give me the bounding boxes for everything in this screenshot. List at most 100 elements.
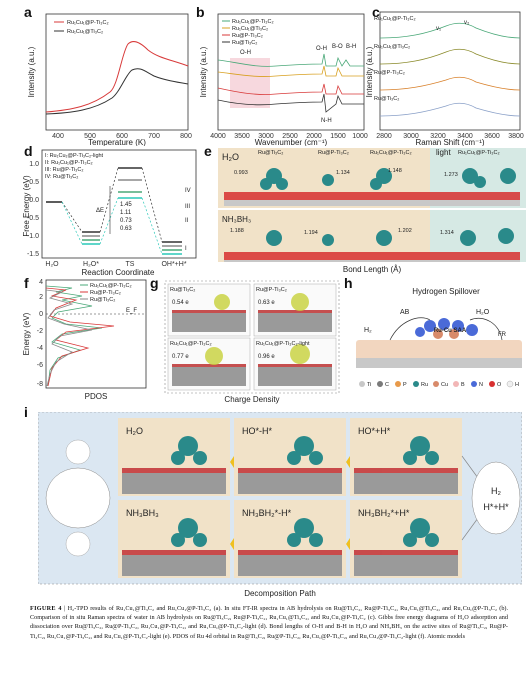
panel-h-legend: N: [479, 382, 483, 388]
panel-b-label: b: [196, 4, 205, 20]
panel-e-figure: H₂O NH₃BH₃ Ru@Ti₃C₂ Ru@P-Ti₃C₂ Ru₁Cu₁@P-…: [218, 148, 526, 274]
panel-d-val-1: 1.45: [120, 202, 132, 208]
panel-h-h2o: H₂O: [476, 309, 490, 316]
panel-g-cell-2-value: 0.63 e: [258, 300, 275, 306]
panel-d-ytick: 1.0: [29, 161, 39, 168]
panel-f-ylabel: Energy (eV): [22, 312, 31, 355]
panel-e-bot-3: 1.202: [398, 228, 412, 234]
panel-c-xtick: 2800: [376, 133, 392, 140]
panel-a-ylabel: Intensity (a.u.): [27, 46, 36, 97]
panel-c-xtick: 3600: [484, 133, 500, 140]
panel-d-label: d: [24, 143, 33, 159]
panel-g-cell-1-value: 0.54 e: [172, 300, 189, 306]
panel-i-bot-3: NH₃BH₂*+H*: [358, 508, 410, 518]
panel-b-legend-1: Ru₁Cu₁@P-Ti₃C₂: [232, 19, 274, 25]
panel-d-ytick: -0.5: [27, 215, 39, 222]
panel-h-legend: P: [403, 382, 407, 388]
panel-d-chart: I: Ru₁Cu₁@P-Ti₃C₂-light II: Ru₁Cu₁@P-Ti₃…: [22, 149, 197, 276]
panel-d-roman-iv: IV: [185, 188, 191, 194]
panel-h-saa: Ru-Cu SAA: [434, 328, 467, 334]
panel-e-xlabel: Bond Length (Å): [343, 265, 402, 274]
panel-c-trace-2: Ru₁Cu₁@Ti₃C₂: [374, 44, 410, 50]
panel-f-label: f: [24, 275, 29, 291]
panel-b-xtick: 2500: [282, 133, 298, 140]
panel-h-label: h: [344, 275, 353, 291]
panel-a-xtick: 600: [116, 133, 128, 140]
panel-h-h2: H₂: [364, 327, 372, 334]
panel-c-peak-v2: v₂: [464, 20, 470, 26]
panel-d-legend-2: II: Ru₁Cu₁@P-Ti₃C₂: [45, 160, 93, 166]
panel-a-xlabel: Temperature (K): [88, 138, 146, 146]
panel-a-legend-1: Ru₁Cu₁@P-Ti₃C₂: [67, 20, 109, 26]
panel-c-chart: Ru₁Cu₁@P-Ti₃C₂ Ru₁Cu₁@Ti₃C₂ Ru@P-Ti₃C₂ R…: [366, 11, 524, 146]
panel-c-xlabel: Raman Shift (cm⁻¹): [415, 138, 484, 146]
panel-h-legend: Ti: [367, 382, 371, 388]
panel-b-xtick: 2000: [306, 133, 322, 140]
panel-f-legend-1: Ru₁Cu₁@P-Ti₃C₂: [90, 283, 132, 289]
panel-b-legend-4: Ru@Ti₃C₂: [232, 40, 257, 46]
panel-f-chart: Ru₁Cu₁@P-Ti₃C₂ Ru@P-Ti₃C₂ Ru@Ti₃C₂ E_F 4…: [22, 279, 147, 401]
panel-f-ef: E_F: [126, 308, 137, 314]
panel-d-ylabel: Free Energy (eV): [22, 175, 31, 237]
panel-f-ytick: 0: [39, 311, 43, 318]
panel-e-label: e: [204, 143, 212, 159]
panel-b-ann-bo: B-O: [332, 44, 343, 50]
panel-f-ytick: -8: [37, 381, 43, 388]
panel-i-top-2: HO*-H*: [242, 426, 272, 436]
panel-e-bot-4: 1.314: [440, 230, 454, 236]
panel-e-col5: Ru₁Cu₁@P-Ti₃C₂: [458, 150, 500, 156]
panel-e-top-4: 1.273: [444, 172, 458, 178]
panel-f-legend-3: Ru@Ti₃C₂: [90, 297, 115, 303]
panel-b-ann-nh: N-H: [321, 118, 332, 124]
panel-h-fr: FR: [498, 332, 507, 338]
caption-sep: |: [64, 605, 66, 612]
panel-i-top-1: H₂O: [126, 426, 143, 436]
panel-c-xtick: 3200: [430, 133, 446, 140]
panel-d-roman-ii: II: [185, 218, 189, 224]
panel-d-state: H₂O: [45, 261, 59, 268]
panel-e-row2: NH₃BH₃: [222, 215, 251, 224]
panel-g-cell-3-value: 0.77 e: [172, 354, 189, 360]
panel-c-xtick: 3000: [403, 133, 419, 140]
panel-d-delta: ΔE: [96, 208, 104, 214]
panel-d-val-3: 0.73: [120, 218, 132, 224]
panel-g-cell-1-title: Ru@Ti₃C₂: [170, 287, 195, 293]
panel-h-ab: AB: [400, 309, 410, 316]
panel-i-bot-2: NH₃BH₂*-H*: [242, 508, 292, 518]
caption-text: H₂-TPD results of Ru₁Cu₁@Ti₃C₂ and Ru₁Cu…: [30, 605, 509, 640]
panel-g-cell-4-value: 0.96 e: [258, 354, 275, 360]
panel-d-roman-iii: III: [185, 204, 190, 210]
panel-b-xtick: 3500: [234, 133, 250, 140]
panel-a-xtick: 800: [180, 133, 192, 140]
panel-e-top-1: 0.993: [234, 170, 248, 176]
panel-e-bot-2: 1.194: [304, 230, 318, 236]
panel-e-bot-1: 1.188: [230, 228, 244, 234]
panel-h-legend: Cu: [441, 382, 448, 388]
tpd-curve-plain: [45, 68, 189, 115]
panel-d-val-2: 1.11: [120, 210, 132, 216]
panel-c-xtick: 3800: [508, 133, 524, 140]
panel-h-legend: H: [515, 382, 519, 388]
panel-e-col1: Ru@Ti₃C₂: [258, 150, 283, 156]
panel-i-xlabel: Decomposition Path: [244, 589, 316, 598]
panel-i-top-3: HO*+H*: [358, 426, 391, 436]
panel-b-xtick: 1000: [352, 133, 368, 140]
panel-b-chart: Ru₁Cu₁@P-Ti₃C₂ Ru₁Cu₁@Ti₃C₂ Ru@P-Ti₃C₂ R…: [199, 13, 368, 146]
panel-b-xtick: 1500: [330, 133, 346, 140]
panel-i-result-2: H*+H*: [483, 502, 509, 512]
panel-a-chart: Ru₁Cu₁@P-Ti₃C₂ Ru₁Cu₁@Ti₃C₂ 400 500 600 …: [27, 13, 192, 146]
panel-h-legend: O: [497, 382, 502, 388]
panel-b-ann-bh: B-H: [346, 44, 356, 50]
panel-a-legend-2: Ru₁Cu₁@Ti₃C₂: [67, 29, 103, 35]
panel-i-bot-1: NH₃BH₃: [126, 508, 159, 518]
panel-g-cell-4-title: Ru₁Cu₁@P-Ti₃C₂-light: [256, 341, 310, 347]
panel-d-xlabel: Reaction Coordinate: [82, 268, 155, 276]
panel-b-ylabel: Intensity (a.u.): [199, 46, 208, 97]
panel-d-roman-i: I: [185, 246, 187, 252]
panel-f-legend-2: Ru@P-Ti₃C₂: [90, 290, 121, 296]
panel-b-ann-oh2: O-H: [316, 46, 327, 52]
panel-f-ytick: -6: [37, 362, 43, 369]
panel-f-ytick: -4: [37, 345, 43, 352]
caption-head: FIGURE 4: [30, 605, 62, 612]
panel-d-ytick: 0.0: [29, 197, 39, 204]
